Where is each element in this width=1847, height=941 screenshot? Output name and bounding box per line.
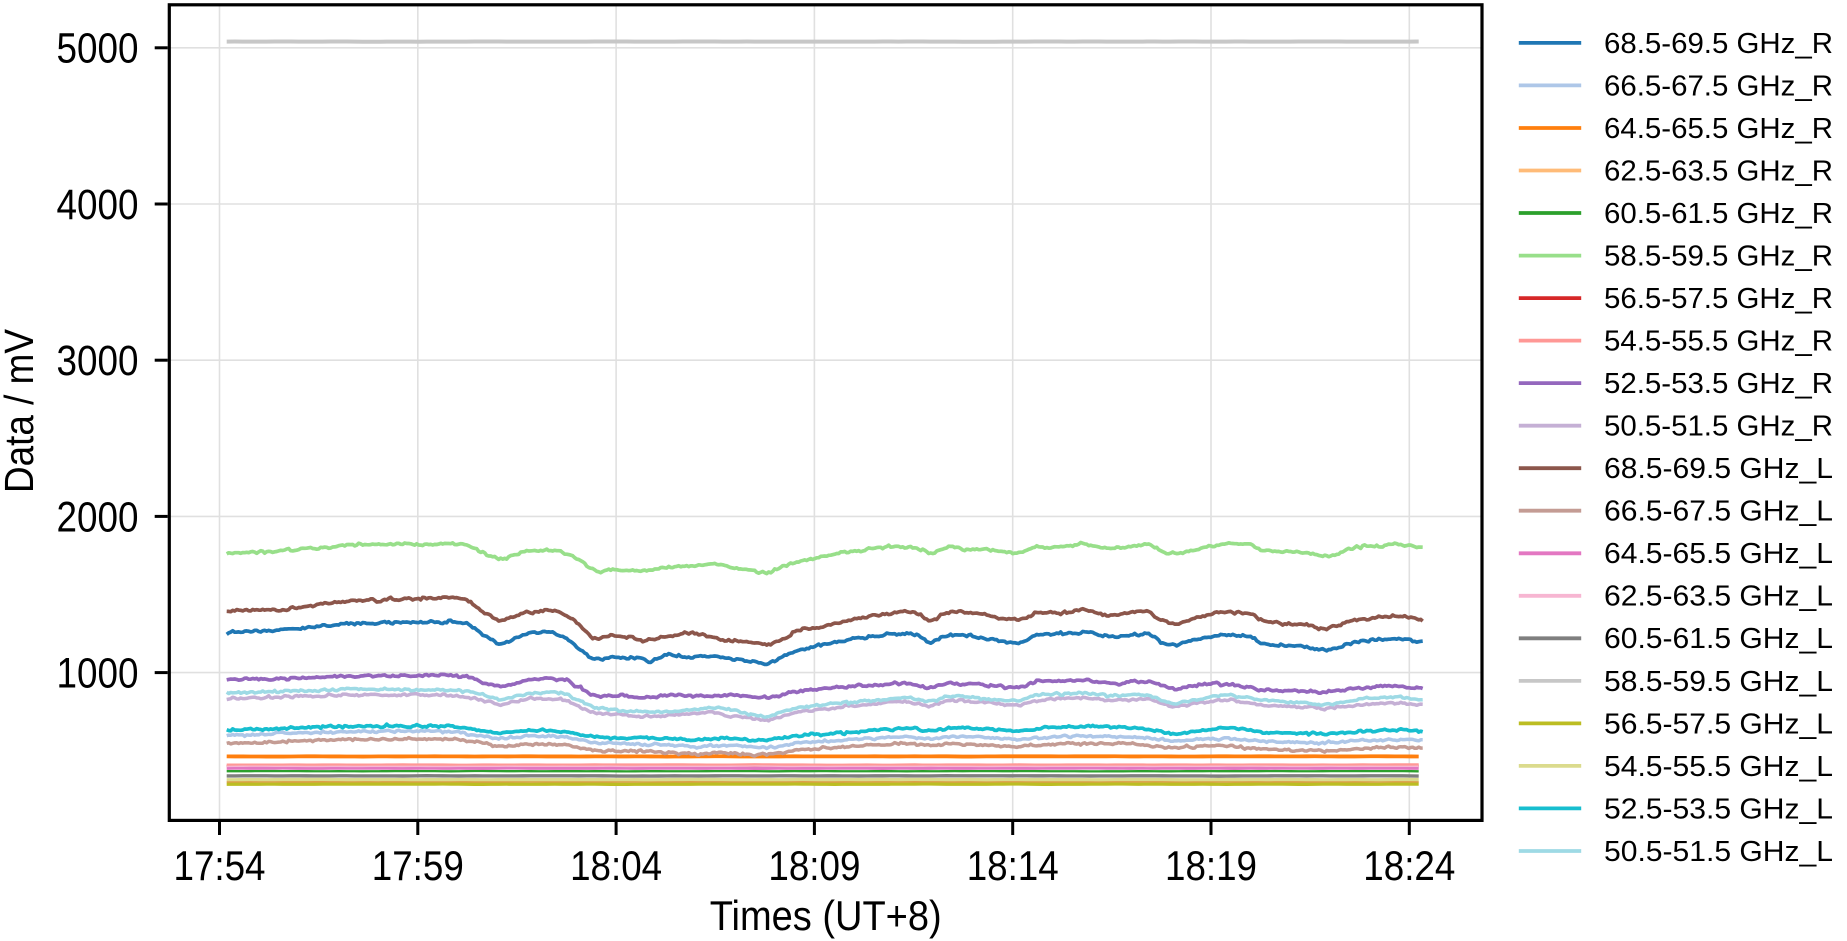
svg-text:18:19: 18:19 (1165, 842, 1257, 889)
svg-text:64.5-65.5 GHz_L: 64.5-65.5 GHz_L (1604, 538, 1833, 570)
svg-text:64.5-65.5 GHz_R: 64.5-65.5 GHz_R (1604, 113, 1833, 145)
svg-text:54.5-55.5 GHz_R: 54.5-55.5 GHz_R (1604, 326, 1833, 358)
svg-text:62.5-63.5 GHz_R: 62.5-63.5 GHz_R (1604, 155, 1833, 187)
svg-text:18:14: 18:14 (967, 842, 1059, 889)
svg-text:17:59: 17:59 (372, 842, 464, 889)
svg-text:18:04: 18:04 (570, 842, 662, 889)
svg-text:66.5-67.5 GHz_R: 66.5-67.5 GHz_R (1604, 70, 1833, 102)
svg-text:18:09: 18:09 (768, 842, 860, 889)
svg-text:56.5-57.5 GHz_R: 56.5-57.5 GHz_R (1604, 283, 1833, 315)
svg-text:62.5-63.5 GHz_L: 62.5-63.5 GHz_L (1604, 581, 1833, 613)
svg-text:50.5-51.5 GHz_R: 50.5-51.5 GHz_R (1604, 411, 1833, 443)
svg-text:5000: 5000 (57, 25, 139, 73)
svg-text:18:24: 18:24 (1363, 842, 1455, 889)
svg-text:56.5-57.5 GHz_L: 56.5-57.5 GHz_L (1604, 708, 1833, 740)
svg-text:1000: 1000 (57, 650, 139, 698)
svg-text:3000: 3000 (57, 337, 139, 385)
svg-text:58.5-59.5 GHz_L: 58.5-59.5 GHz_L (1604, 666, 1833, 698)
svg-text:50.5-51.5 GHz_L: 50.5-51.5 GHz_L (1604, 836, 1833, 868)
svg-text:52.5-53.5 GHz_R: 52.5-53.5 GHz_R (1604, 368, 1833, 400)
svg-text:Times (UT+8): Times (UT+8) (710, 892, 942, 939)
svg-text:58.5-59.5 GHz_R: 58.5-59.5 GHz_R (1604, 240, 1833, 272)
svg-text:52.5-53.5 GHz_L: 52.5-53.5 GHz_L (1604, 793, 1833, 825)
svg-text:4000: 4000 (57, 181, 139, 229)
svg-text:68.5-69.5 GHz_R: 68.5-69.5 GHz_R (1604, 28, 1833, 60)
svg-text:60.5-61.5 GHz_L: 60.5-61.5 GHz_L (1604, 623, 1833, 655)
svg-text:Data / mV: Data / mV (0, 328, 42, 493)
svg-text:54.5-55.5 GHz_L: 54.5-55.5 GHz_L (1604, 751, 1833, 783)
svg-text:66.5-67.5 GHz_L: 66.5-67.5 GHz_L (1604, 496, 1833, 528)
svg-text:60.5-61.5 GHz_R: 60.5-61.5 GHz_R (1604, 198, 1833, 230)
svg-text:68.5-69.5 GHz_L: 68.5-69.5 GHz_L (1604, 453, 1833, 485)
svg-text:17:54: 17:54 (174, 842, 266, 889)
svg-text:2000: 2000 (57, 493, 139, 541)
